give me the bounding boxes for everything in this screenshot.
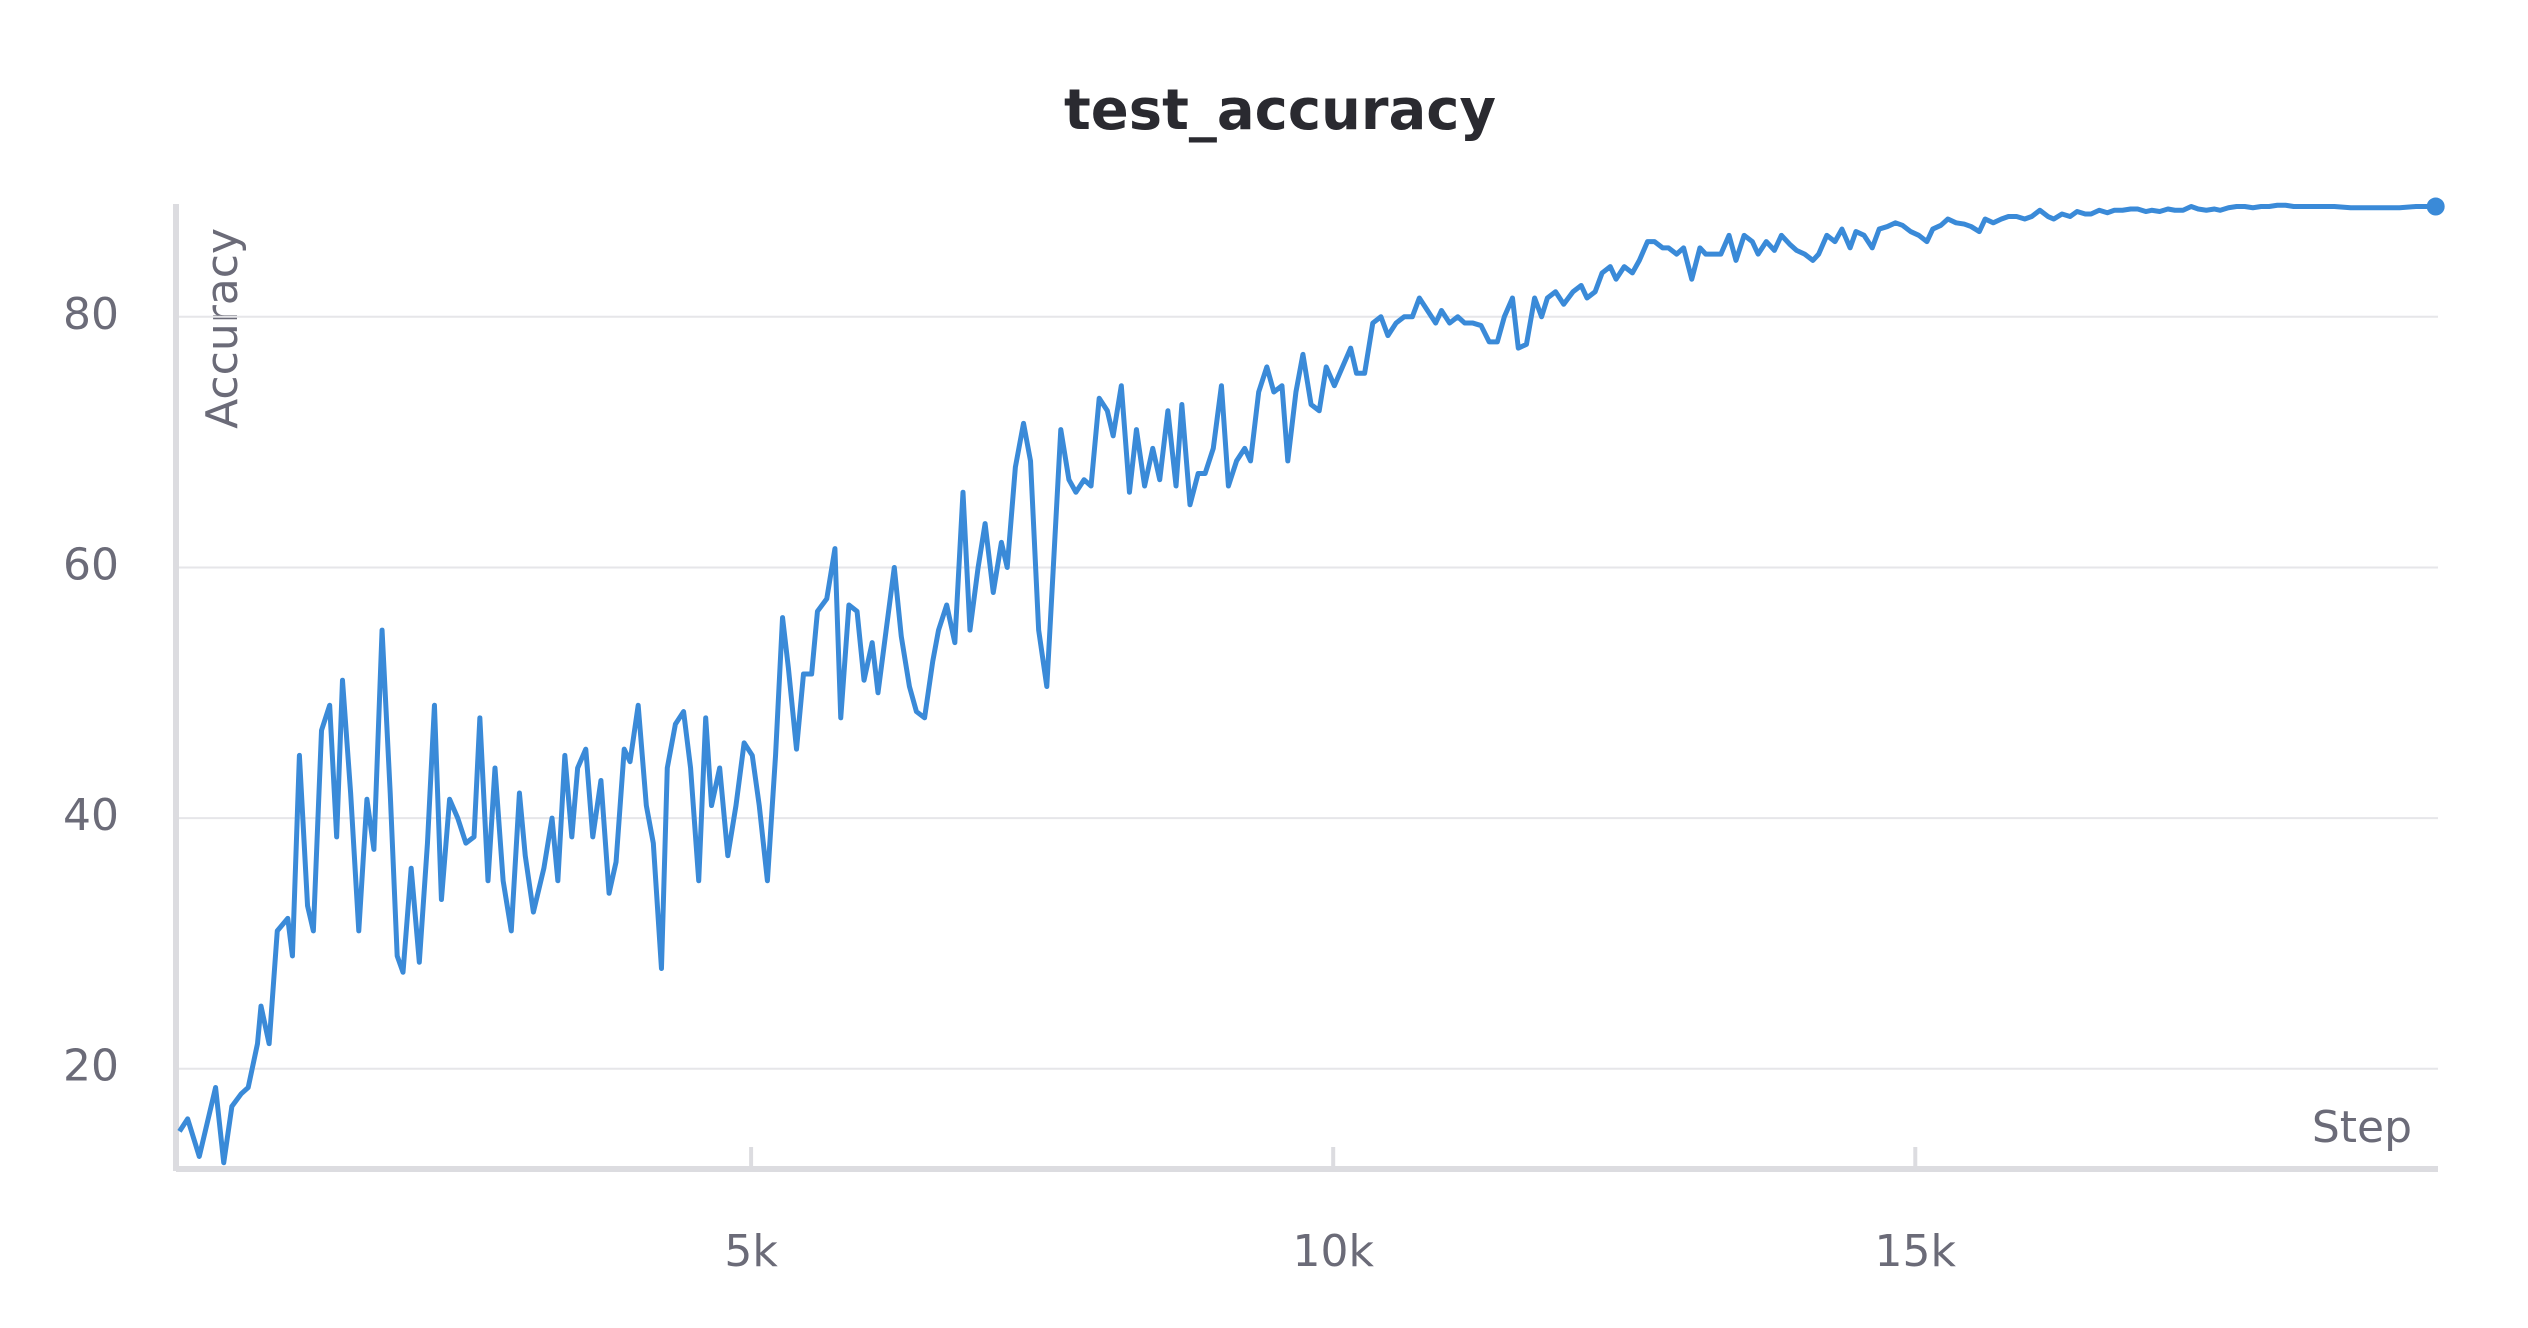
x-tick-label: 15k — [1875, 1226, 1957, 1277]
x-axis-label: Step — [2312, 1102, 2412, 1153]
end-point — [2426, 197, 2445, 216]
y-axis-label: Accuracy — [197, 228, 248, 429]
chart-title: test_accuracy — [1064, 78, 1496, 143]
y-tick-label: 40 — [63, 790, 119, 841]
x-tick-label: 10k — [1292, 1226, 1374, 1277]
data-line — [177, 202, 2436, 1166]
y-tick-label: 20 — [63, 1041, 119, 1092]
y-tick-label: 60 — [63, 539, 119, 590]
x-tick-label: 5k — [724, 1226, 778, 1277]
y-tick-label: 80 — [63, 289, 119, 340]
